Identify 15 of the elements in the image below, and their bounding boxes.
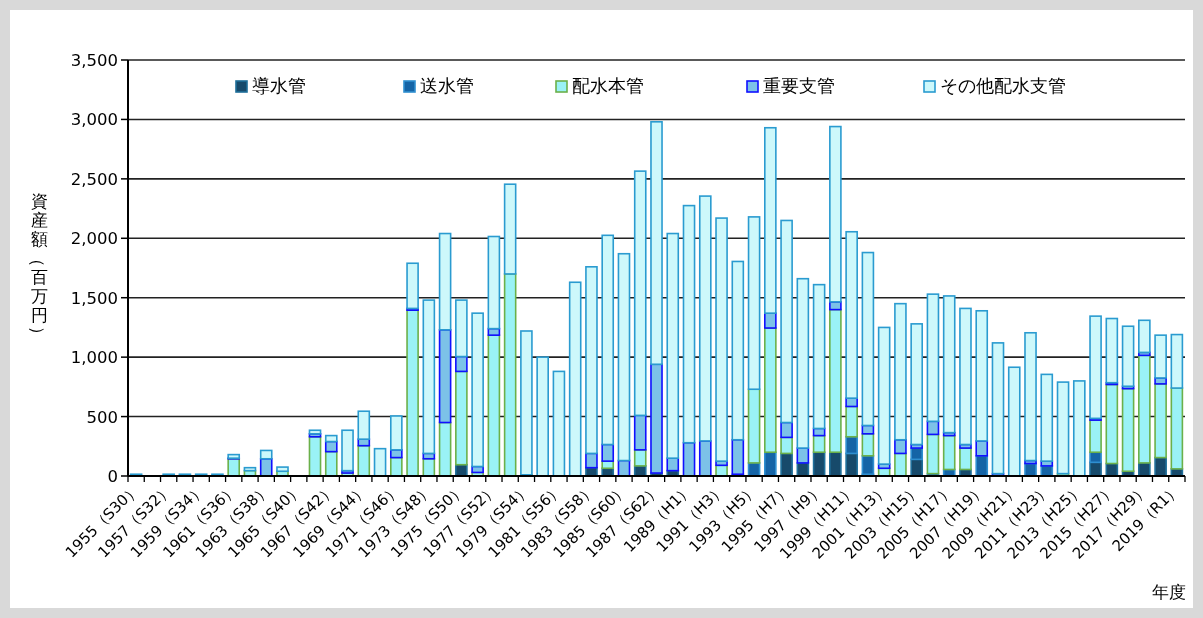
y-tick-label: 3,000 (70, 110, 118, 130)
y-tick-label: 2,500 (70, 169, 118, 189)
x-axis-title: 年度 (1152, 582, 1186, 602)
y-tick-label: 0 (107, 467, 118, 486)
y-tick-label: 2,000 (70, 229, 118, 249)
legend-label: 導水管 (252, 75, 306, 96)
legend-label: その他配水支管 (940, 75, 1066, 96)
legend-label: 送水管 (420, 75, 474, 96)
legend-label: 重要支管 (763, 75, 835, 96)
y-tick-label: 3,500 (70, 51, 118, 70)
y-tick-label: 1,000 (70, 348, 118, 368)
ylabel: 資産額（百万円） (28, 191, 48, 343)
y-tick-label: 500 (86, 407, 118, 427)
y-tick-label: 1,500 (70, 288, 118, 308)
legend-label: 配水本管 (572, 75, 644, 96)
